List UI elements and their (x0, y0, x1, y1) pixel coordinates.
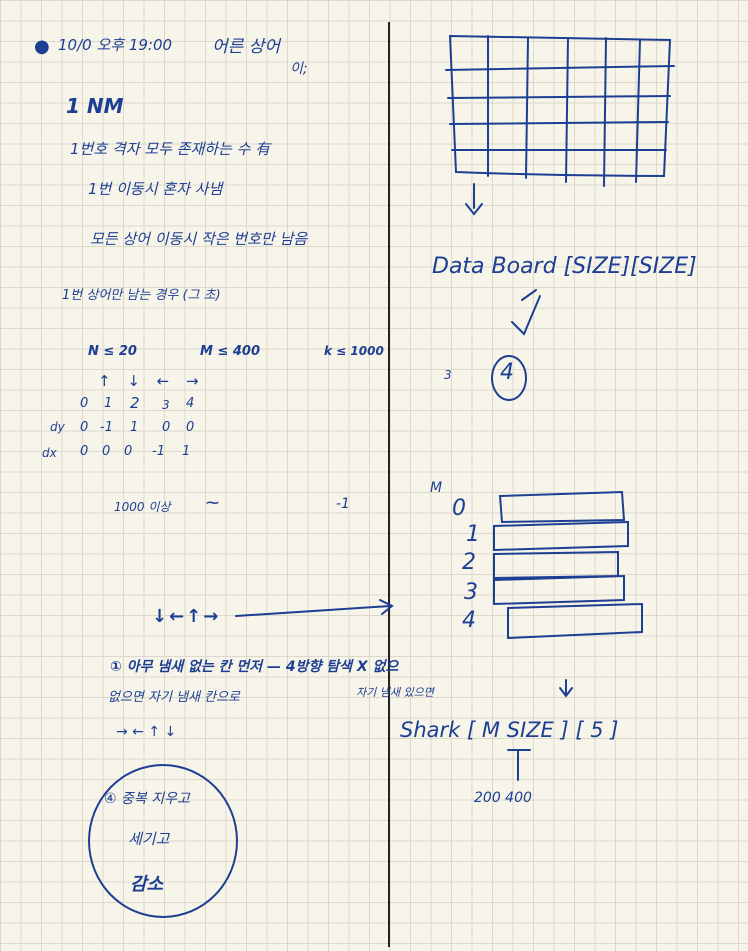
shark-row-bar-0 (498, 490, 626, 524)
board-grid-col-3 (565, 37, 569, 183)
order-pointer-arrow (235, 599, 394, 617)
note-title: 어른 상어 (212, 37, 280, 57)
dx-4: 1 (182, 444, 191, 459)
note-nm: 1 NM (66, 94, 124, 118)
note-1000-scribble: ⁓ (206, 496, 217, 511)
direction-index-1: 1 (104, 396, 113, 411)
board-arrow-down (465, 183, 483, 216)
direction-index-3: 3 (162, 398, 170, 412)
constraint-k: k ≤ 1000 (324, 344, 384, 358)
shark-underline (507, 749, 531, 781)
mark-4: 4 (500, 360, 514, 385)
constraint-n: N ≤ 20 (88, 344, 137, 359)
note-line-4: 1번 이동시 혼자 사냄 (88, 180, 223, 198)
dy-1: -1 (100, 420, 113, 435)
summary-circle (88, 764, 238, 918)
shark-row-2: 2 (462, 550, 476, 575)
shark-arrow (559, 679, 573, 698)
note-1000: 1000 이상 (114, 500, 171, 514)
bullet-dot: ● (34, 36, 50, 57)
check-mark (511, 289, 541, 336)
dy-3: 0 (162, 420, 171, 435)
step-1-fallback: 없으면 자기 냄새 칸으로 (108, 690, 240, 705)
constraint-m: M ≤ 400 (200, 344, 261, 359)
dy-label: dy (50, 420, 65, 434)
note-1000-result: -1 (336, 496, 350, 512)
board-grid-row-1 (445, 65, 675, 71)
shark-row-3: 3 (464, 580, 478, 605)
shark-row-4: 4 (462, 608, 476, 633)
direction-arrows: ↑ ↓ ← → (98, 372, 205, 390)
board-grid-outline (448, 34, 672, 178)
direction-index-0: 0 (80, 396, 89, 411)
dx-label: dx (42, 446, 57, 460)
note-date: 10/0 오후 19:00 (58, 36, 173, 54)
step-1: ① 아무 냄새 없는 칸 먼저 — 4방향 탐색 X 없으 (110, 659, 399, 675)
board-grid-col-4 (603, 37, 607, 187)
dy-4: 0 (186, 420, 195, 435)
note-line-6: 1번 상어만 남는 경우 (그 초) (62, 288, 221, 303)
shark-row-1: 1 (466, 522, 480, 547)
note-line-3: 1번호 격자 모두 존재하는 수 有 (70, 140, 271, 158)
shark-note: 200 400 (474, 790, 532, 806)
shark-label: Shark [ M SIZE ] [ 5 ] (400, 718, 619, 742)
dx-2: 0 (124, 444, 133, 459)
step-2-arrows: → ← ↑ ↓ (116, 724, 177, 740)
direction-index-4: 4 (186, 396, 195, 411)
page-divider (388, 22, 390, 947)
shark-row-bar-1 (493, 520, 629, 552)
shark-row-bar-3 (493, 574, 625, 606)
shark-row-bar-4 (507, 602, 643, 640)
shark-row-0: 0 (452, 496, 466, 521)
dy-2: 1 (130, 420, 139, 435)
circle-line-1: ④ 중복 지우고 (104, 791, 190, 807)
direction-index-2: 2 (130, 394, 140, 412)
step-1-own-scent: 자기 냄새 있으면 (356, 686, 434, 699)
mark-3: 3 (444, 368, 452, 382)
board-grid-col-5 (635, 39, 641, 183)
m-label: M (430, 480, 443, 496)
dx-3: -1 (152, 444, 165, 459)
shark-row-bar-2 (493, 550, 619, 580)
circle-line-2: 세기고 (128, 830, 170, 848)
note-title-suffix: 이; (290, 61, 308, 77)
circle-line-3: 감소 (130, 874, 164, 895)
board-grid-row-3 (449, 121, 669, 125)
board-grid-col-2 (525, 37, 529, 179)
dx-0: 0 (80, 444, 89, 459)
circle-around-4 (491, 355, 527, 401)
order-arrows: ↓←↑→ (152, 606, 221, 627)
note-line-5: 모든 상어 이동시 작은 번호만 남음 (90, 230, 308, 248)
board-grid-row-2 (447, 95, 671, 99)
dy-0: 0 (80, 420, 89, 435)
dx-1: 0 (102, 444, 111, 459)
board-label: Data Board [SIZE][SIZE] (432, 254, 697, 279)
